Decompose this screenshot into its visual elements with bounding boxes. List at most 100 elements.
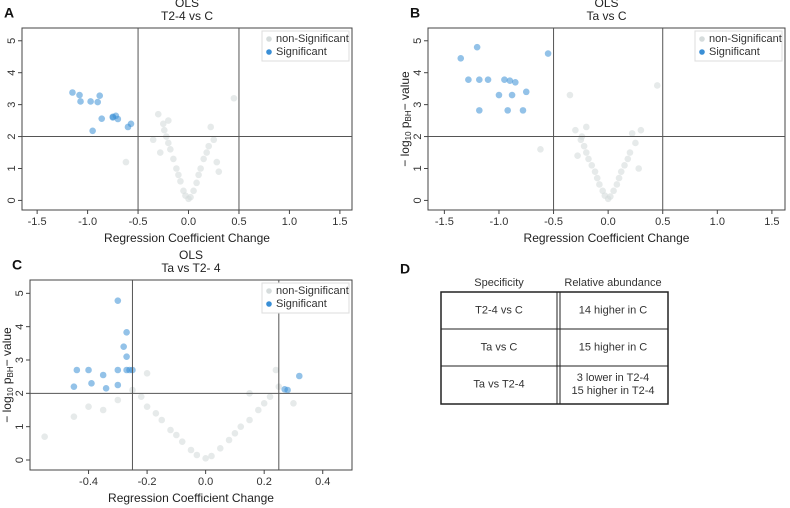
significant-point xyxy=(544,50,552,57)
plot-frame xyxy=(21,27,353,211)
point xyxy=(653,82,661,89)
legend-swatch xyxy=(699,49,705,55)
point xyxy=(574,152,581,160)
point xyxy=(203,149,210,156)
point xyxy=(165,117,172,124)
legend-label: Significant xyxy=(709,46,760,58)
x-tick-label: -1.0 xyxy=(78,216,97,228)
y-axis-label-part: 10 xyxy=(6,387,15,396)
significant-point xyxy=(114,381,122,389)
table-cell: Ta vs C xyxy=(481,341,518,353)
point xyxy=(628,130,636,137)
point xyxy=(165,139,172,147)
significant-point xyxy=(519,107,527,114)
significant-point xyxy=(484,76,492,84)
x-tick-label: -1.0 xyxy=(489,216,508,228)
x-tick-label: 1.0 xyxy=(710,216,725,228)
significant-point xyxy=(102,385,110,392)
legend-swatch xyxy=(266,49,272,55)
point xyxy=(175,171,182,179)
point xyxy=(114,396,122,404)
point xyxy=(193,179,200,187)
y-axis-label-part: BH xyxy=(6,366,15,377)
point xyxy=(246,416,253,424)
point xyxy=(137,393,145,400)
y-axis-label: − log10 pBH− value xyxy=(0,327,15,423)
y-tick-label: 2 xyxy=(6,133,18,139)
legend-box xyxy=(261,282,350,314)
point xyxy=(160,126,168,134)
y-axis-label-part: p xyxy=(0,377,14,387)
x-axis-label: Regression Coefficient Change xyxy=(524,231,690,245)
significant-point xyxy=(473,43,481,51)
x-tick-label: 0.5 xyxy=(231,216,246,228)
point xyxy=(187,446,195,454)
y-tick-label: 0 xyxy=(6,197,18,203)
point xyxy=(591,168,599,175)
point xyxy=(213,158,221,166)
point xyxy=(635,165,643,172)
table-header: Specificity xyxy=(474,277,524,289)
point xyxy=(207,123,215,131)
significant-point xyxy=(465,76,472,84)
point xyxy=(158,416,166,424)
point xyxy=(607,193,614,200)
x-tick-label: -1.5 xyxy=(28,216,47,228)
y-tick-label: 2 xyxy=(412,133,424,139)
y-axis-label-part: p xyxy=(398,121,412,131)
point xyxy=(626,149,634,156)
significant-point xyxy=(96,92,104,99)
table-cell: 15 higher in C xyxy=(579,341,648,353)
x-tick-label: 0.0 xyxy=(600,216,615,228)
x-tick-label: -0.2 xyxy=(138,476,157,488)
x-axis-label: Regression Coefficient Change xyxy=(108,491,274,505)
significant-point xyxy=(512,78,519,86)
y-axis-label-part: BH xyxy=(404,110,413,121)
table-cell: T2-4 vs C xyxy=(475,304,523,316)
point xyxy=(615,174,623,182)
legend-label: Significant xyxy=(276,46,327,58)
y-tick-label: 5 xyxy=(6,38,18,44)
point xyxy=(187,193,194,201)
y-tick-label: 4 xyxy=(6,70,18,76)
point xyxy=(237,423,245,430)
point xyxy=(197,165,204,172)
point xyxy=(225,436,233,444)
point xyxy=(178,438,186,445)
y-axis-label-part: − log xyxy=(398,140,412,166)
legend-box xyxy=(694,30,783,62)
point xyxy=(200,155,207,163)
point xyxy=(170,155,177,163)
x-tick-label: 0.5 xyxy=(655,216,670,228)
point xyxy=(637,126,645,134)
significant-point xyxy=(501,76,508,84)
significant-point xyxy=(476,107,483,114)
point xyxy=(593,174,601,182)
legend-swatch xyxy=(266,288,272,294)
y-tick-label: 1 xyxy=(14,424,26,430)
y-tick-label: 0 xyxy=(412,197,424,203)
point xyxy=(621,161,628,169)
significant-point xyxy=(89,127,96,135)
plot-frame xyxy=(427,27,786,211)
table-border xyxy=(440,291,669,405)
significant-point xyxy=(98,115,106,122)
table-cell: 3 lower in T2-4 xyxy=(577,372,650,384)
point xyxy=(580,142,588,150)
significant-point xyxy=(284,386,291,394)
significant-point xyxy=(99,371,107,379)
point xyxy=(588,161,596,169)
y-tick-label: 3 xyxy=(412,102,424,108)
table-cell: Ta vs T2-4 xyxy=(473,378,524,390)
y-axis-label-part: 10 xyxy=(404,131,413,140)
x-axis-label: Regression Coefficient Change xyxy=(104,231,270,245)
significant-point xyxy=(114,297,122,304)
significant-point xyxy=(457,55,465,62)
point xyxy=(70,413,78,420)
point xyxy=(290,400,297,407)
point xyxy=(596,181,603,188)
point xyxy=(85,403,92,410)
legend-swatch xyxy=(699,36,705,42)
y-tick-label: 3 xyxy=(14,357,26,363)
significant-point xyxy=(522,88,530,96)
